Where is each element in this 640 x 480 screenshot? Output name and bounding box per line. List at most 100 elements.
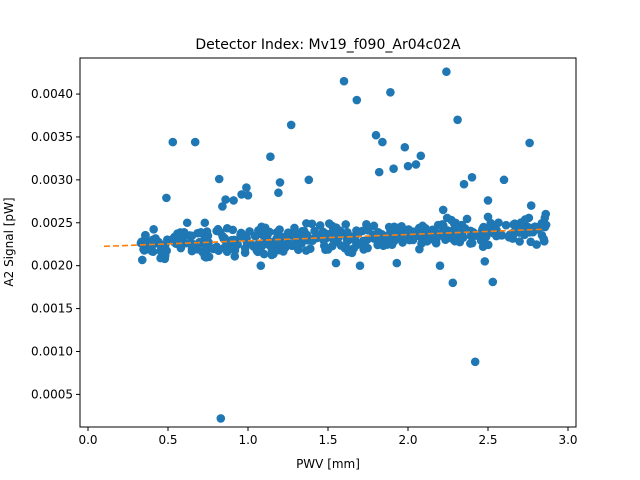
data-point bbox=[438, 205, 448, 215]
data-point bbox=[450, 236, 460, 246]
data-point bbox=[378, 137, 387, 147]
data-point bbox=[515, 237, 524, 246]
data-point bbox=[356, 240, 366, 249]
x-tick-label: 1.5 bbox=[318, 433, 337, 447]
data-point bbox=[539, 234, 549, 244]
data-point bbox=[168, 137, 178, 147]
data-point bbox=[261, 227, 270, 236]
data-point bbox=[447, 215, 456, 225]
data-point bbox=[343, 228, 352, 237]
data-point bbox=[442, 67, 451, 77]
data-point bbox=[483, 240, 493, 250]
data-point bbox=[229, 235, 239, 245]
data-point bbox=[525, 138, 534, 148]
data-point bbox=[466, 239, 475, 248]
data-point bbox=[301, 246, 311, 255]
data-point bbox=[315, 221, 325, 230]
data-point bbox=[222, 239, 232, 248]
data-point bbox=[459, 179, 469, 189]
data-point bbox=[499, 175, 509, 185]
data-point bbox=[466, 226, 475, 236]
data-point bbox=[377, 229, 387, 239]
data-point bbox=[467, 172, 477, 182]
data-point bbox=[510, 219, 520, 228]
data-point bbox=[190, 137, 200, 147]
data-point bbox=[526, 201, 536, 210]
x-tick-label: 2.0 bbox=[398, 433, 417, 447]
data-point bbox=[256, 261, 266, 270]
data-point bbox=[149, 225, 158, 234]
data-point bbox=[264, 237, 274, 246]
data-point bbox=[290, 223, 299, 233]
data-point bbox=[470, 357, 480, 367]
chart-title: Detector Index: Mv19_f090_Ar04c02A bbox=[195, 37, 461, 53]
data-point bbox=[275, 225, 284, 234]
scatter-points bbox=[136, 67, 551, 423]
data-point bbox=[236, 228, 246, 238]
x-tick-label: 1.0 bbox=[238, 433, 257, 447]
data-point bbox=[274, 188, 283, 198]
data-point bbox=[160, 254, 170, 264]
data-point bbox=[331, 226, 340, 236]
y-axis-label: A2 Signal [pW] bbox=[2, 197, 16, 286]
data-point bbox=[324, 219, 334, 228]
data-point bbox=[415, 244, 424, 254]
data-point bbox=[416, 151, 426, 161]
data-point bbox=[488, 277, 498, 287]
data-point bbox=[222, 223, 232, 233]
x-tick-label: 0.0 bbox=[78, 433, 97, 447]
y-tick-label: 0.0030 bbox=[31, 173, 73, 187]
data-point bbox=[216, 414, 226, 423]
data-point bbox=[369, 221, 379, 231]
data-point bbox=[200, 252, 210, 261]
data-point bbox=[139, 246, 149, 255]
data-point bbox=[419, 228, 428, 238]
data-point bbox=[302, 219, 311, 228]
data-point bbox=[389, 164, 398, 173]
x-tick-label: 3.0 bbox=[558, 433, 577, 447]
data-point bbox=[286, 120, 296, 130]
data-point bbox=[384, 222, 394, 232]
data-point bbox=[384, 230, 394, 239]
data-point bbox=[423, 236, 432, 246]
data-point bbox=[411, 160, 421, 169]
y-tick-label: 0.0035 bbox=[31, 130, 73, 144]
y-tick-label: 0.0040 bbox=[31, 87, 73, 101]
y-tick-label: 0.0015 bbox=[31, 302, 73, 316]
data-point bbox=[501, 220, 511, 230]
fit-line-layer bbox=[103, 228, 545, 248]
data-point bbox=[403, 161, 413, 171]
data-point bbox=[462, 214, 472, 224]
x-tick-label: 0.5 bbox=[158, 433, 177, 447]
data-point bbox=[476, 236, 486, 245]
data-point bbox=[187, 231, 197, 241]
data-point bbox=[532, 240, 541, 249]
data-point bbox=[230, 252, 240, 261]
data-point bbox=[442, 234, 451, 243]
data-point bbox=[373, 240, 382, 250]
data-point bbox=[162, 193, 171, 203]
y-tick-label: 0.0020 bbox=[31, 259, 73, 273]
data-point bbox=[331, 258, 341, 268]
data-point bbox=[137, 238, 147, 248]
data-point bbox=[196, 228, 206, 237]
data-point bbox=[243, 191, 253, 200]
data-point bbox=[349, 232, 358, 241]
data-point bbox=[273, 238, 283, 248]
data-point bbox=[452, 223, 461, 232]
data-point bbox=[304, 175, 314, 185]
y-tick-label: 0.0010 bbox=[31, 344, 73, 358]
data-point bbox=[266, 152, 275, 161]
data-point bbox=[327, 241, 337, 251]
data-point bbox=[336, 241, 346, 250]
data-point bbox=[435, 261, 445, 270]
data-point bbox=[275, 178, 285, 187]
data-point bbox=[505, 230, 515, 239]
data-point bbox=[156, 245, 166, 255]
data-point bbox=[145, 241, 155, 250]
data-point bbox=[247, 240, 257, 250]
data-point bbox=[242, 183, 251, 192]
y-axis-ticks: 0.0005 0.0010 0.0015 0.0020 0.0025 0.0030 0.00… bbox=[31, 87, 80, 401]
y-tick-label: 0.0005 bbox=[31, 387, 73, 401]
data-point bbox=[294, 245, 303, 255]
